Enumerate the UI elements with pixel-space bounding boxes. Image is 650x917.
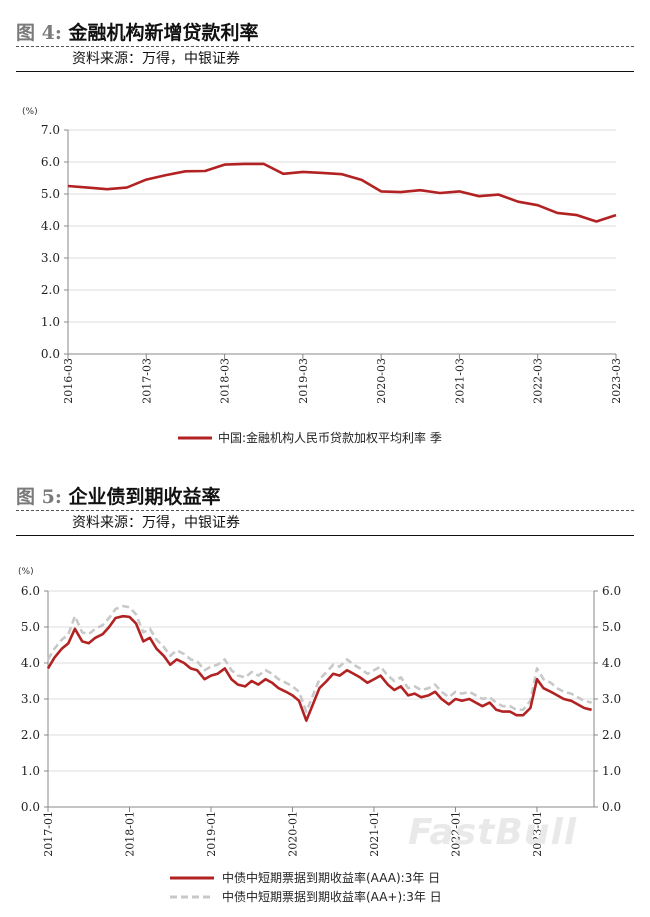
figure4-number: 图 4: [16,22,62,44]
figure4-ytick-label: 4.0 [41,219,60,233]
figure5-legend-aaa-label: 中债中短期票据到期收益率(AAA):3年 日 [222,870,440,885]
figure5-xtick-label: 2021-01 [368,811,381,857]
figure5-y2tick-label: 6.0 [602,584,621,598]
figure4-xtick-label: 2019-03 [297,358,310,404]
figure5-series-aaa-line [46,614,592,722]
figure5-xtick-label: 2018-01 [123,811,136,857]
figure4-solid-rule [16,71,634,72]
figure5-y2tick-label: 1.0 [602,764,621,778]
figure4-ytick-label: 7.0 [41,123,60,137]
figure5-ytick-label: 0.0 [21,800,40,814]
figure5-xtick-label: 2023-01 [531,811,544,857]
figure4-ytick-label: 6.0 [41,155,60,169]
figure5-source: 资料来源：万得，中银证券 [72,515,240,531]
figure4-legend-label: 中国:金融机构人民币贷款加权平均利率 季 [218,430,442,445]
figure4-xtick-label: 2016-03 [62,358,75,404]
figure5-y2tick-label: 3.0 [602,692,621,706]
figure5-xtick-label: 2017-01 [42,811,55,857]
figure4-ytick-label: 0.0 [41,347,60,361]
figure4-dashed-rule [16,46,634,47]
figure5-series-aaplus-line [46,604,592,713]
figure4-xtick-label: 2020-03 [375,358,388,404]
figure5-xtick-label: 2022-01 [449,811,462,857]
figure4-title-row: 图 4: 金融机构新增贷款利率 [16,20,634,46]
figure5-ytick-label: 5.0 [21,620,40,634]
figure5-xtick-label: 2019-01 [205,811,218,857]
figure5-xtick-label: 2020-01 [286,811,299,857]
figure4-xtick-label: 2022-03 [532,358,545,404]
figure4-header: 图 4: 金融机构新增贷款利率 资料来源：万得，中银证券 [16,20,634,72]
figure4-chart: (%) 0.0 1.0 2.0 3.0 4.0 5.0 6.0 7.0 2016-03 2017-0… [22,107,623,445]
figure5-y2tick-label: 4.0 [602,656,621,670]
figure5-y2tick-label: 5.0 [602,620,621,634]
figure4-source: 资料来源：万得，中银证券 [72,51,240,67]
figure4-series-line [67,162,617,223]
figure5-solid-rule [16,535,634,536]
figure4-xtick-label: 2017-03 [140,358,153,404]
figure4-title: 金融机构新增贷款利率 [68,22,259,44]
figure4-xtick-label: 2023-03 [610,358,623,404]
figure5-y2tick-label: 2.0 [602,728,621,742]
figure4-ytick-label: 3.0 [41,251,60,265]
figure5-legend-aaplus-label: 中债中短期票据到期收益率(AA+):3年 日 [222,889,442,904]
figure5-ylabel: (%) [18,567,34,577]
figure5-y2tick-label: 0.0 [602,800,621,814]
figure4-xtick-label: 2018-03 [219,358,232,404]
watermark-logo: FastBull [408,812,578,853]
figure5-title-row: 图 5: 企业债到期收益率 [16,484,634,510]
figure5-ytick-label: 2.0 [21,728,40,742]
figure5-title: 企业债到期收益率 [68,486,221,508]
figure4-ytick-label: 5.0 [41,187,60,201]
figure5-ytick-label: 1.0 [21,764,40,778]
figure4-ytick-label: 2.0 [41,283,60,297]
figure5-ytick-label: 4.0 [21,656,40,670]
figure4-xtick-label: 2021-03 [453,358,466,404]
figure5-chart: (%) 0.0 0.0 1.0 1.0 2.0 2.0 3.0 3.0 4.0 4.0 5.0 5.0 6… [18,567,621,904]
figure4-ylabel: (%) [22,107,38,117]
figure4-ytick-label: 1.0 [41,315,60,329]
figure5-ytick-label: 3.0 [21,692,40,706]
figure5-header: 图 5: 企业债到期收益率 资料来源：万得，中银证券 [16,484,634,536]
figure5-dashed-rule [16,510,634,511]
figure5-number: 图 5: [16,486,62,508]
figure5-ytick-label: 6.0 [21,584,40,598]
